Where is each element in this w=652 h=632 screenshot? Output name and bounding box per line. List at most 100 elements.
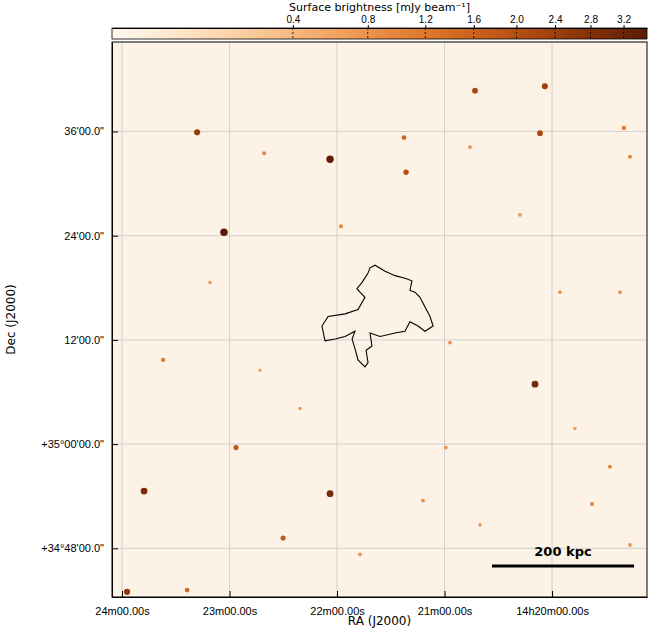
y-tick-mark	[112, 131, 118, 132]
colorbar-tick-mark	[368, 25, 369, 28]
radio-source	[421, 499, 425, 503]
colorbar-tick-label: 1.2	[419, 14, 433, 25]
colorbar-tick-mark	[555, 25, 556, 28]
radio-source	[327, 490, 334, 497]
marks	[124, 83, 632, 595]
colorbar-tick: 2.4	[549, 14, 563, 28]
x-axis-title: RA (J2000)	[348, 614, 411, 628]
radio-source	[194, 129, 200, 135]
x-tick-mark	[552, 591, 553, 597]
y-tick: 12'00.0"	[64, 334, 118, 346]
radio-source	[628, 543, 632, 547]
y-tick-mark	[112, 444, 118, 445]
radio-source	[542, 83, 548, 89]
radio-source	[468, 145, 472, 149]
colorbar-tick: 1.2	[419, 14, 433, 28]
radio-source	[478, 523, 482, 527]
y-tick-mark	[112, 548, 118, 549]
x-tick-mark	[230, 591, 231, 597]
radio-source	[558, 290, 562, 294]
y-tick: 36'00.0"	[64, 125, 118, 137]
colorbar-tick-label: 0.8	[361, 14, 375, 25]
colorbar-tick: 0.4	[286, 14, 300, 28]
y-axis: 36'00.0" 24'00.0" 12'00.0" +35°00'00.0" +34°…	[41, 43, 118, 598]
x-tick: 24m00.00s	[95, 591, 150, 617]
x-tick-mark	[337, 591, 338, 597]
x-tick-label: 24m00.00s	[95, 605, 150, 617]
radio-source	[281, 535, 286, 540]
radio-source	[403, 170, 408, 175]
colorbar-tick: 1.6	[467, 14, 481, 28]
colorbar	[112, 28, 647, 39]
radio-source	[208, 281, 212, 285]
radio-source	[622, 126, 626, 130]
radio-source	[608, 465, 612, 469]
y-tick-mark	[112, 236, 118, 237]
radio-source	[262, 151, 266, 155]
x-tick: 14h20m00.00s	[516, 591, 589, 617]
plot-frame	[112, 42, 647, 597]
colorbar-tick-mark	[624, 25, 625, 28]
radio-source	[220, 228, 228, 236]
radio-source	[472, 88, 478, 94]
radio-source	[537, 130, 543, 136]
colorbar-tick: 3.2	[617, 14, 631, 28]
x-tick: 22m00.00s	[310, 591, 365, 617]
grid-line	[112, 131, 647, 132]
x-tick: 21m00.00s	[418, 591, 473, 617]
y-tick: 24'00.0"	[64, 230, 118, 242]
radio-source	[298, 407, 302, 411]
colorbar-tick-label: 3.2	[617, 14, 631, 25]
radio-source	[402, 135, 407, 140]
radio-source	[518, 213, 522, 217]
x-tick-label: 23m00.00s	[203, 605, 258, 617]
colorbar-tick-mark	[591, 25, 592, 28]
x-tick-label: 14h20m00.00s	[516, 605, 589, 617]
colorbar-tick-label: 2.0	[510, 14, 524, 25]
chart: 24m00.00s 23m00.00s 22m00.00s 21m00.00s 14h2…	[0, 0, 652, 632]
y-axis-title: Dec (J2000)	[4, 284, 18, 354]
grid-line	[229, 42, 230, 597]
y-tick: +35°00'00.0"	[41, 438, 118, 450]
grid-line	[122, 42, 123, 597]
contour	[322, 265, 433, 367]
y-tick-label: 24'00.0"	[64, 230, 104, 242]
radio-source	[233, 445, 238, 450]
colorbar-dash	[590, 28, 591, 39]
grid-line	[552, 42, 553, 597]
y-tick-label: +35°00'00.0"	[41, 438, 104, 450]
x-tick-mark	[122, 591, 123, 597]
y-tick: +34°48'00.0"	[41, 542, 118, 554]
radio-source	[532, 381, 539, 388]
colorbar-tick-label: 0.4	[286, 14, 300, 25]
radio-source	[124, 589, 130, 595]
colorbar-tick-mark	[293, 25, 294, 28]
scale-bar	[492, 565, 634, 568]
scale-bar-label: 200 kpc	[534, 544, 591, 559]
colorbar-dash	[292, 28, 293, 39]
x-tick-label: 21m00.00s	[418, 605, 473, 617]
radio-source	[448, 341, 452, 345]
radio-source	[590, 502, 594, 506]
colorbar-axis-line	[113, 28, 648, 29]
grid-line	[444, 42, 445, 597]
radio-source	[161, 358, 165, 362]
colorbar-tick-mark	[516, 25, 517, 28]
y-tick-label: +34°48'00.0"	[41, 542, 104, 554]
grid-line	[337, 42, 338, 597]
radio-source	[444, 446, 448, 450]
radio-source	[358, 553, 362, 557]
y-tick-label: 12'00.0"	[64, 334, 104, 346]
colorbar-title: Surface brightness [mJy beam⁻¹]	[289, 1, 470, 14]
y-tick-label: 36'00.0"	[64, 125, 104, 137]
colorbar-dash	[425, 28, 426, 39]
x-tick: 23m00.00s	[203, 591, 258, 617]
radio-source	[141, 488, 148, 495]
colorbar-tick: 2.8	[584, 14, 598, 28]
colorbar-tick-label: 2.4	[549, 14, 563, 25]
x-tick-mark	[445, 591, 446, 597]
colorbar-axis: 0.4 0.8 1.2 1.6 2.0 2.4 2.8 3.2	[113, 14, 648, 29]
radio-source	[326, 156, 333, 163]
radio-source	[339, 224, 343, 228]
radio-source	[258, 369, 261, 372]
